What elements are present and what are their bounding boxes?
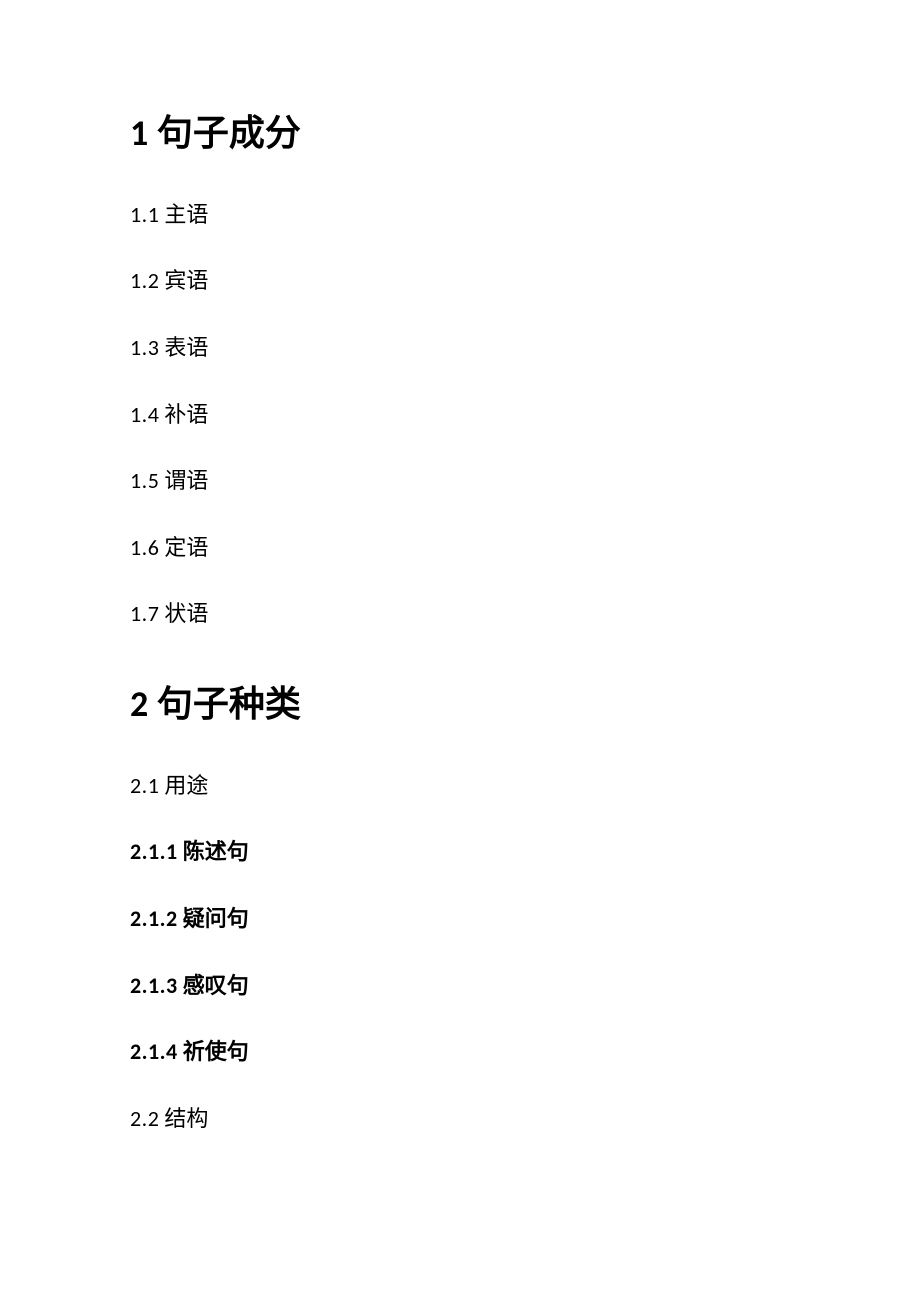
heading-level-1: 2 句子种类 [130, 681, 790, 728]
heading-number: 2.1.1 [130, 838, 178, 865]
heading-title: 句子种类 [157, 682, 301, 726]
heading-number: 1.6 [130, 534, 159, 561]
heading-level-2: 2.1 用途 [130, 772, 790, 801]
heading-title: 谓语 [164, 467, 208, 494]
document-outline: 1 句子成分 1.1 主语 1.2 宾语 1.3 表语 1.4 补语 1.5 谓… [130, 110, 790, 1133]
heading-level-2: 1.2 宾语 [130, 267, 790, 296]
heading-level-3: 2.1.4 祈使句 [130, 1038, 790, 1067]
heading-title: 句子成分 [157, 111, 301, 155]
heading-number: 1.2 [130, 267, 159, 294]
heading-number: 2.1.4 [130, 1038, 178, 1065]
heading-title: 宾语 [164, 267, 208, 294]
heading-number: 1.3 [130, 334, 159, 361]
heading-number: 1.1 [130, 201, 159, 228]
heading-level-3: 2.1.1 陈述句 [130, 838, 790, 867]
heading-level-1: 1 句子成分 [130, 110, 790, 157]
heading-level-3: 2.1.3 感叹句 [130, 972, 790, 1001]
heading-title: 补语 [164, 401, 208, 428]
heading-number: 2 [130, 682, 149, 726]
heading-level-2: 1.1 主语 [130, 201, 790, 230]
heading-number: 2.2 [130, 1105, 159, 1132]
heading-title: 陈述句 [183, 838, 249, 865]
heading-level-2: 1.5 谓语 [130, 467, 790, 496]
heading-number: 1.4 [130, 401, 159, 428]
heading-title: 定语 [164, 534, 208, 561]
heading-level-2: 1.6 定语 [130, 534, 790, 563]
heading-number: 2.1 [130, 772, 159, 799]
heading-level-2: 1.4 补语 [130, 401, 790, 430]
heading-number: 1 [130, 111, 149, 155]
heading-number: 2.1.3 [130, 972, 178, 999]
heading-number: 1.5 [130, 467, 159, 494]
heading-title: 祈使句 [183, 1038, 249, 1065]
heading-title: 疑问句 [183, 905, 249, 932]
heading-level-2: 2.2 结构 [130, 1105, 790, 1134]
heading-number: 2.1.2 [130, 905, 178, 932]
heading-title: 状语 [164, 600, 208, 627]
heading-title: 结构 [164, 1105, 208, 1132]
heading-title: 用途 [164, 772, 208, 799]
heading-level-2: 1.7 状语 [130, 600, 790, 629]
heading-level-3: 2.1.2 疑问句 [130, 905, 790, 934]
heading-level-2: 1.3 表语 [130, 334, 790, 363]
heading-title: 感叹句 [183, 972, 249, 999]
heading-title: 主语 [164, 201, 208, 228]
heading-number: 1.7 [130, 600, 159, 627]
heading-title: 表语 [164, 334, 208, 361]
